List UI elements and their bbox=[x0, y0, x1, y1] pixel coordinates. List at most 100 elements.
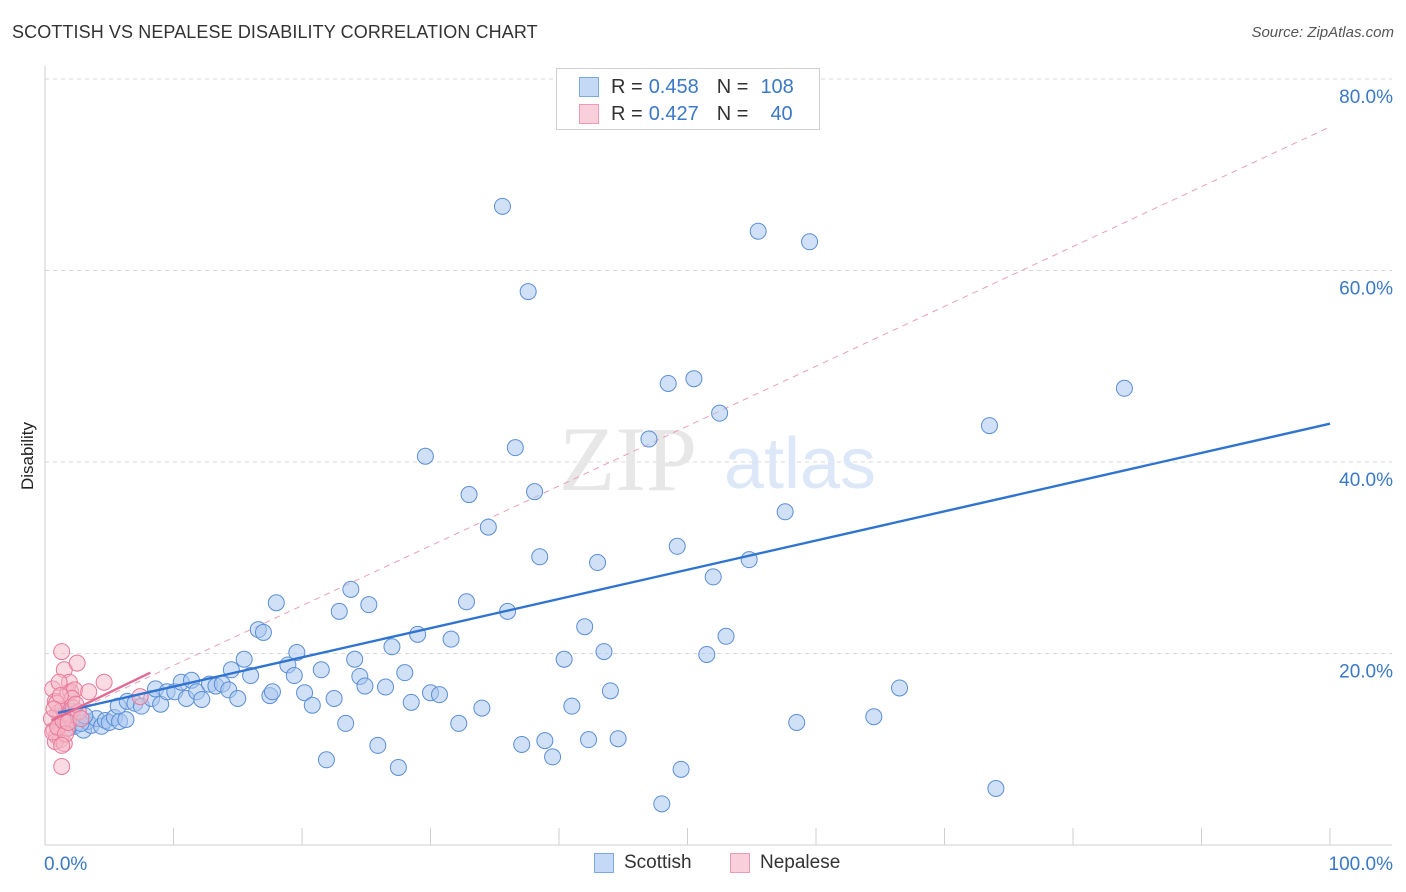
scottish-trend-line bbox=[57, 422, 1331, 715]
reference-dashed-line bbox=[44, 126, 1331, 726]
legend-n-value: 40 bbox=[770, 102, 793, 125]
nepalese-point bbox=[80, 683, 98, 701]
scottish-point bbox=[544, 748, 562, 766]
nepalese-point bbox=[45, 700, 63, 718]
tick-labels: 20.0% 40.0% 60.0% 80.0% 0.0% 100.0% bbox=[44, 87, 1393, 875]
scottish-point bbox=[711, 404, 729, 422]
chart-title: SCOTTISH VS NEPALESE DISABILITY CORRELAT… bbox=[12, 22, 538, 42]
scottish-point bbox=[580, 731, 598, 749]
scottish-point bbox=[526, 483, 544, 501]
scottish-point bbox=[383, 638, 401, 656]
scottish-point bbox=[506, 439, 524, 457]
scottish-point bbox=[430, 686, 448, 704]
watermark-zip: ZIP bbox=[559, 408, 697, 510]
scottish-point bbox=[416, 447, 434, 465]
scottish-point bbox=[704, 568, 722, 586]
scottish-point bbox=[801, 233, 819, 251]
y-tick-label: 20.0% bbox=[1339, 662, 1393, 683]
scottish-point bbox=[312, 661, 330, 679]
scottish-point bbox=[325, 690, 343, 708]
scottish-point bbox=[563, 697, 581, 715]
scottish-point bbox=[513, 735, 531, 753]
legend-r-label: R = bbox=[611, 75, 643, 98]
scottish-point bbox=[555, 650, 573, 668]
series-legend-nepalese: Nepalese bbox=[730, 852, 840, 874]
legend-r-value: 0.427 bbox=[648, 102, 699, 125]
scottish-point bbox=[360, 596, 378, 614]
watermark: ZIP atlas bbox=[559, 408, 876, 510]
scottish-point bbox=[396, 664, 414, 682]
nepalese-point bbox=[95, 673, 113, 691]
scottish-point bbox=[493, 197, 511, 215]
nepalese-point bbox=[53, 643, 71, 661]
scottish-point bbox=[595, 643, 613, 661]
scottish-point bbox=[377, 678, 395, 696]
scottish-point bbox=[263, 683, 281, 701]
scottish-point bbox=[442, 630, 460, 648]
nepalese-trend-line bbox=[50, 671, 151, 722]
scottish-point bbox=[576, 618, 594, 636]
legend-swatch-nepalese bbox=[579, 104, 599, 124]
legend-n-label: N = bbox=[716, 102, 749, 125]
scottish-point bbox=[865, 708, 883, 726]
series-legend: Scottish Nepalese bbox=[0, 852, 1406, 878]
scottish-point bbox=[473, 699, 491, 717]
scottish-point bbox=[519, 283, 537, 301]
scottish-point bbox=[653, 795, 671, 813]
scottish-point bbox=[193, 690, 211, 708]
scottish-point bbox=[479, 518, 497, 536]
legend-swatch-scottish bbox=[579, 77, 599, 97]
scottish-point bbox=[788, 713, 806, 731]
scottish-point bbox=[317, 751, 335, 769]
scottish-point bbox=[457, 593, 475, 611]
scottish-point bbox=[296, 684, 314, 702]
source-credit: Source: ZipAtlas.com bbox=[1251, 24, 1394, 41]
scottish-point bbox=[980, 417, 998, 435]
scottish-point bbox=[531, 548, 549, 566]
scottish-point bbox=[254, 623, 272, 641]
scottish-point bbox=[303, 696, 321, 714]
x-tick-label: 100.0% bbox=[1329, 854, 1394, 875]
nepalese-point bbox=[53, 736, 71, 754]
scottish-point bbox=[776, 503, 794, 521]
scottish-point bbox=[609, 730, 627, 748]
nepalese-point bbox=[72, 710, 90, 728]
stats-legend: R = 0.458 N = 108 R = 0.427 N = 40 bbox=[556, 68, 820, 130]
scottish-point bbox=[640, 430, 658, 448]
scottish-point bbox=[668, 537, 686, 555]
scottish-point bbox=[460, 486, 478, 504]
scottish-point bbox=[235, 650, 253, 668]
scottish-point bbox=[267, 594, 285, 612]
gridlines bbox=[45, 78, 1392, 654]
series-legend-scottish: Scottish bbox=[594, 852, 692, 874]
series-label-scottish: Scottish bbox=[624, 852, 692, 873]
reference-line bbox=[44, 126, 1331, 726]
scottish-point bbox=[356, 677, 374, 695]
y-tick-label: 40.0% bbox=[1339, 470, 1393, 491]
series-label-nepalese: Nepalese bbox=[760, 852, 841, 873]
scottish-point bbox=[698, 645, 716, 663]
x-tick-label: 0.0% bbox=[44, 854, 87, 875]
trend-lines bbox=[50, 422, 1331, 722]
scottish-point bbox=[672, 760, 690, 778]
nepalese-point bbox=[53, 757, 71, 775]
legend-row-scottish: R = 0.458 N = 108 bbox=[579, 75, 794, 99]
legend-r-value: 0.458 bbox=[648, 75, 699, 98]
scottish-point bbox=[1115, 379, 1133, 397]
legend-n-value: 108 bbox=[760, 75, 794, 98]
nepalese-point bbox=[68, 654, 86, 672]
scottish-point bbox=[685, 370, 703, 388]
legend-r-label: R = bbox=[611, 102, 643, 125]
scottish-point bbox=[536, 732, 554, 750]
scottish-point bbox=[389, 758, 407, 776]
legend-n-label: N = bbox=[716, 75, 749, 98]
scottish-point bbox=[337, 714, 355, 732]
scottish-point bbox=[601, 682, 619, 700]
scottish-point bbox=[717, 627, 735, 645]
y-tick-label: 60.0% bbox=[1339, 279, 1393, 300]
scottish-point bbox=[117, 711, 135, 729]
series-swatch-scottish bbox=[594, 853, 614, 873]
scottish-point bbox=[342, 580, 360, 598]
scottish-point bbox=[891, 679, 909, 697]
scottish-point bbox=[450, 714, 468, 732]
